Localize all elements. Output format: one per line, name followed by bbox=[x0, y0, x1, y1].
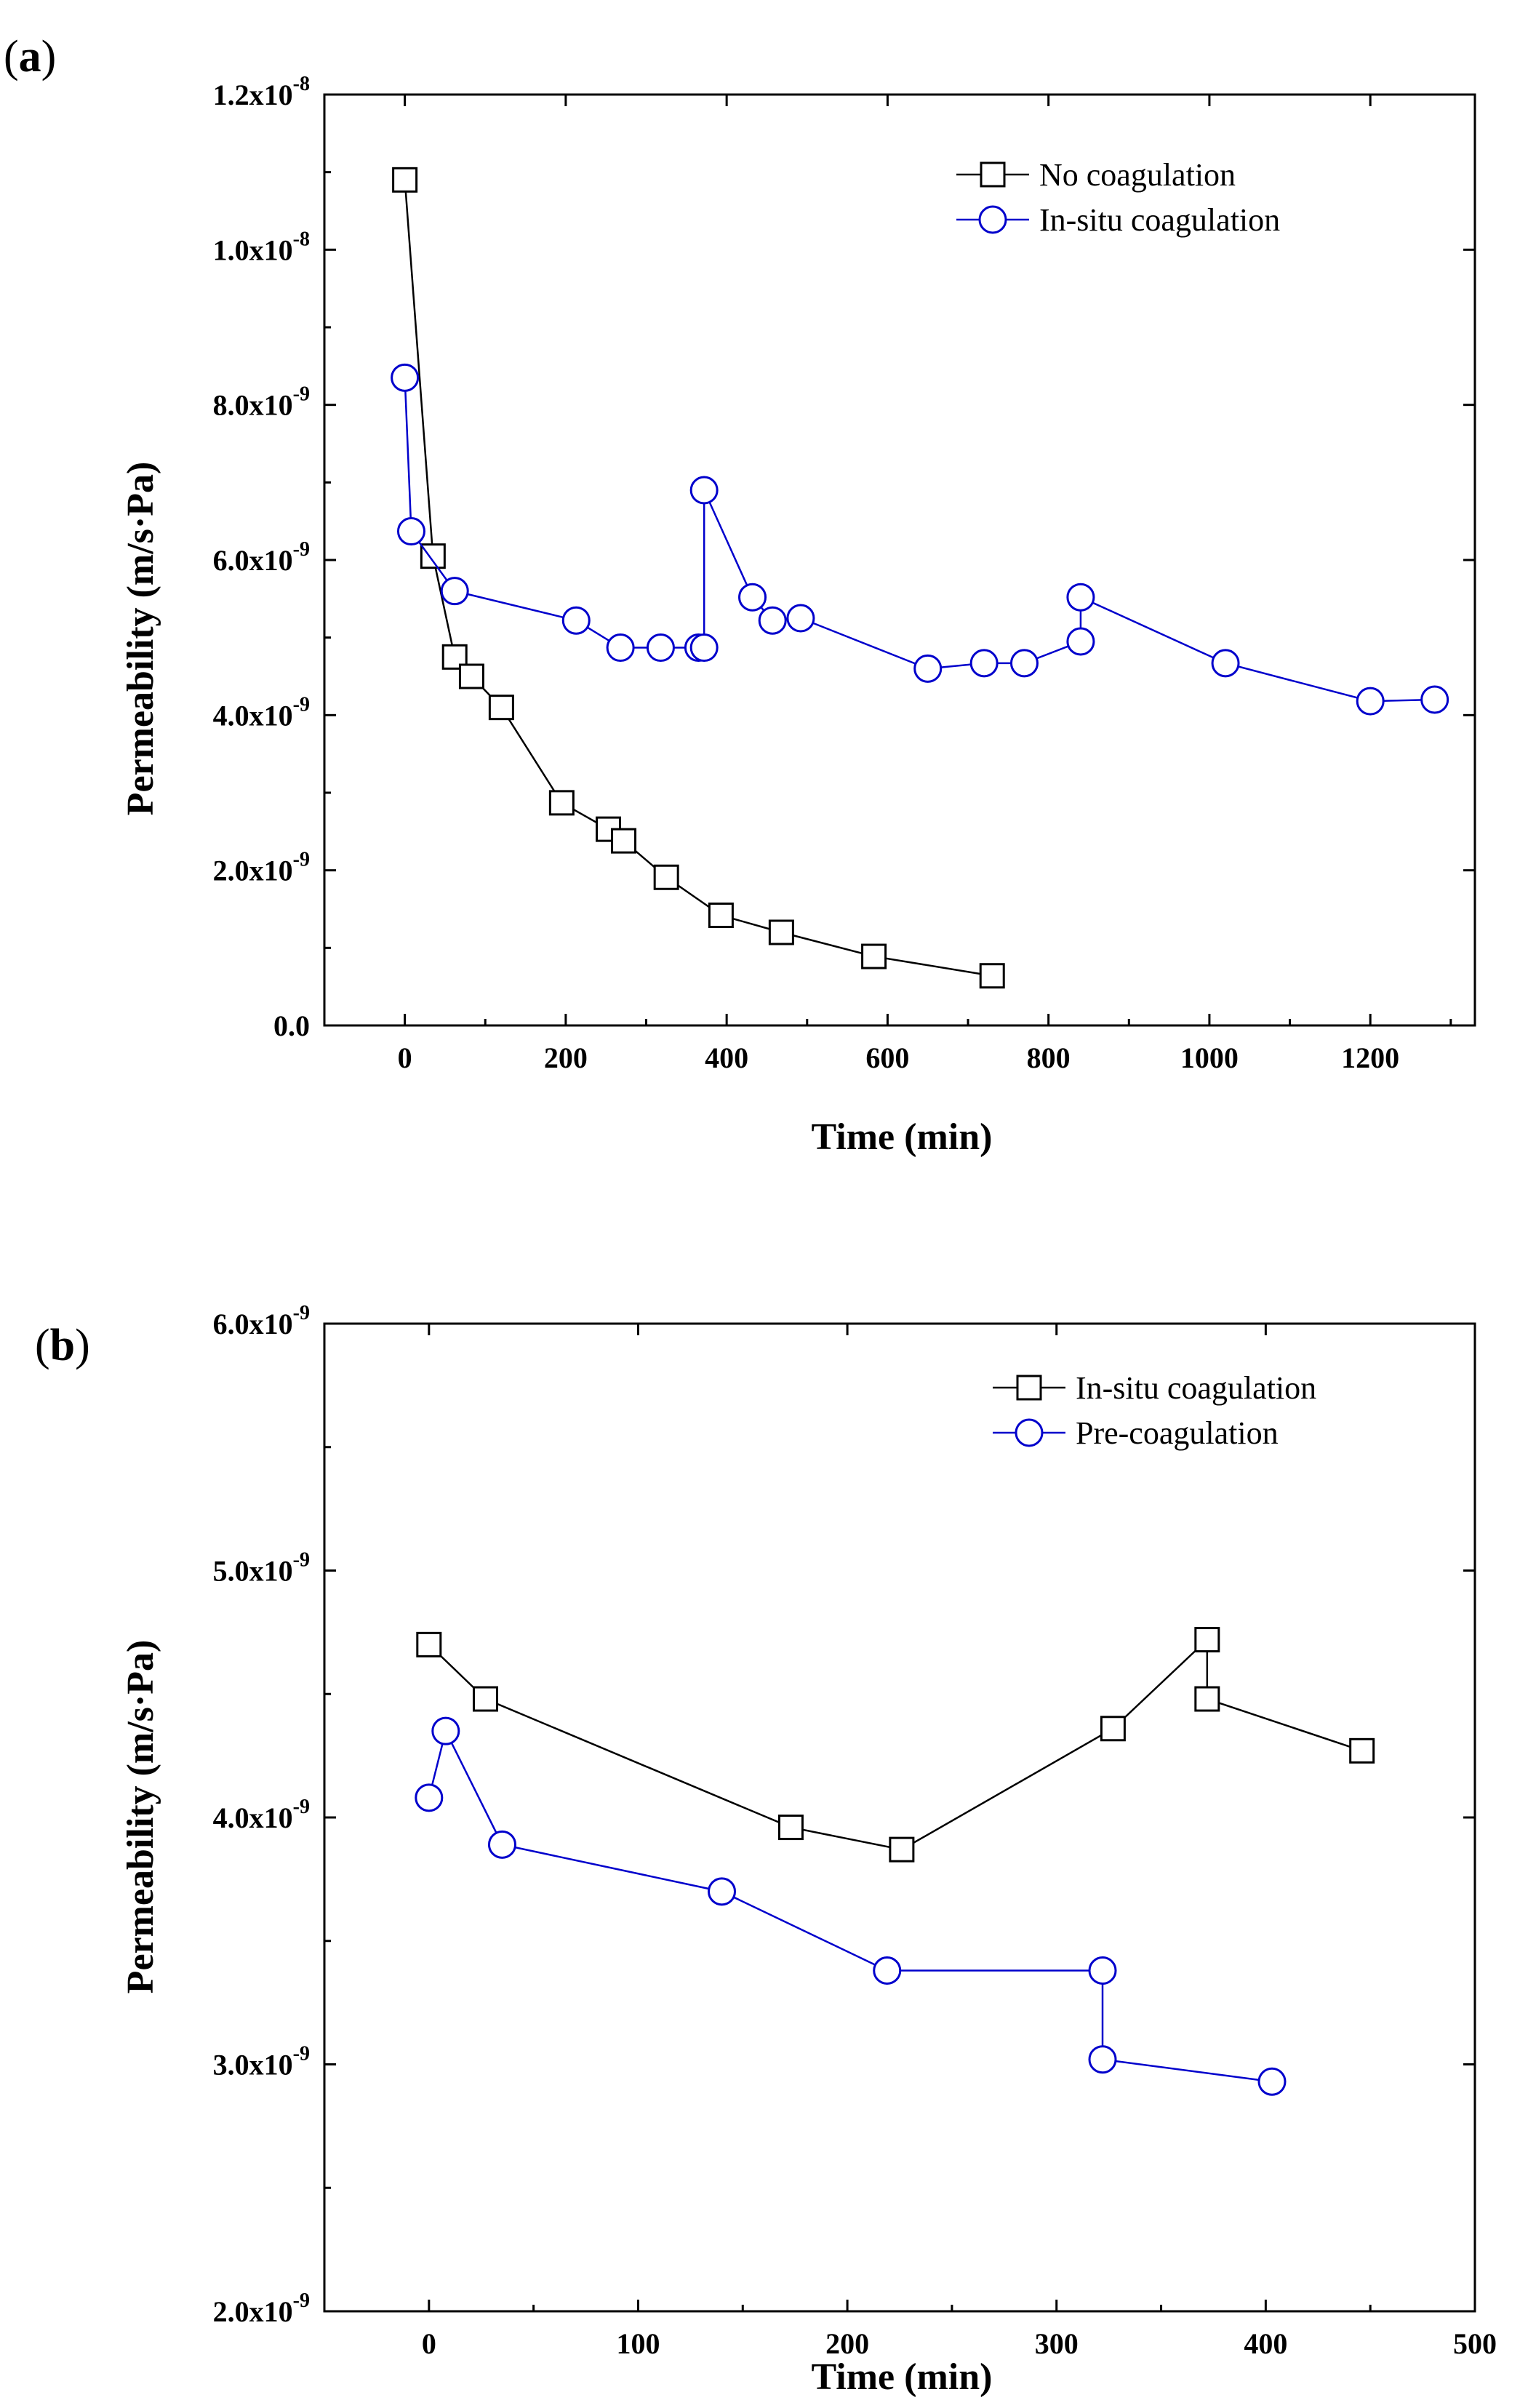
data-point-in-situ-coagulation-b bbox=[889, 1836, 915, 1863]
data-point-in-situ-coagulation-a bbox=[1420, 685, 1449, 714]
data-point-no-coagulation-a bbox=[653, 864, 679, 890]
legend-label-b: Pre-coagulation bbox=[1076, 1415, 1279, 1451]
plot-frame-a bbox=[323, 93, 1476, 1027]
data-point-pre-coagulation-b bbox=[1257, 2067, 1287, 2096]
panel-a-y-axis-title: Permeability (m/s·Pa) bbox=[120, 462, 161, 816]
data-point-in-situ-coagulation-b bbox=[777, 1815, 804, 1841]
data-point-no-coagulation-a bbox=[548, 790, 575, 816]
legend-marker-circle-b bbox=[1015, 1418, 1044, 1447]
data-point-in-situ-coagulation-a bbox=[646, 633, 675, 663]
data-point-in-situ-coagulation-a bbox=[969, 649, 999, 678]
legend-marker-square-b bbox=[1016, 1375, 1042, 1401]
panel-b-plot-area: 0 100 200 300 400 500 2.0x10-9 3.0x10-9 4.0x10-9… bbox=[213, 1302, 1497, 2360]
y-tick-label-a: 8.0x10-9 bbox=[213, 383, 310, 422]
y-tick-label-a: 1.2x10-8 bbox=[213, 73, 310, 111]
legend-marker-square-a bbox=[980, 161, 1006, 188]
data-point-in-situ-coagulation-a bbox=[1066, 583, 1095, 612]
y-tick-label-a: 6.0x10-9 bbox=[213, 538, 310, 577]
data-point-pre-coagulation-b bbox=[487, 1830, 516, 1859]
y-tick-label-b: 6.0x10-9 bbox=[213, 1302, 310, 1340]
y-tick-label-b: 4.0x10-9 bbox=[213, 1796, 310, 1834]
x-tick-label-b: 200 bbox=[825, 2327, 869, 2360]
panel-b-x-axis-title: Time (min) bbox=[812, 2356, 993, 2398]
data-point-in-situ-coagulation-b bbox=[1194, 1686, 1220, 1712]
data-point-in-situ-coagulation-a bbox=[561, 606, 591, 635]
data-point-in-situ-coagulation-a bbox=[1009, 649, 1039, 678]
x-tick-label-b: 400 bbox=[1244, 2327, 1287, 2360]
x-tick-label-b: 500 bbox=[1453, 2327, 1497, 2360]
plot-frame-b bbox=[323, 1322, 1476, 2313]
data-point-in-situ-coagulation-a bbox=[689, 633, 719, 663]
y-tick-label-a: 2.0x10-9 bbox=[213, 849, 310, 887]
series-line-in-situ-coagulation-a bbox=[404, 377, 1435, 703]
legend-label-a: No coagulation bbox=[1039, 157, 1236, 193]
data-point-in-situ-coagulation-b bbox=[1100, 1716, 1126, 1742]
x-tick-label-a: 0 bbox=[398, 1041, 412, 1074]
data-point-pre-coagulation-b bbox=[1088, 2045, 1117, 2074]
y-tick-label-a: 0.0 bbox=[273, 1009, 310, 1042]
data-point-in-situ-coagulation-a bbox=[758, 606, 787, 635]
data-point-in-situ-coagulation-b bbox=[1349, 1737, 1375, 1764]
data-point-in-situ-coagulation-b bbox=[416, 1631, 442, 1657]
data-point-in-situ-coagulation-a bbox=[1066, 627, 1095, 656]
data-point-no-coagulation-a bbox=[420, 543, 446, 569]
data-point-no-coagulation-a bbox=[861, 943, 887, 969]
x-tick-label-b: 300 bbox=[1035, 2327, 1079, 2360]
x-tick-label-b: 0 bbox=[422, 2327, 436, 2360]
data-point-no-coagulation-a bbox=[392, 167, 418, 193]
y-tick-label-b: 3.0x10-9 bbox=[213, 2043, 310, 2081]
data-point-in-situ-coagulation-a bbox=[1356, 687, 1385, 716]
x-tick-label-a: 600 bbox=[865, 1041, 909, 1074]
x-tick-label-a: 1200 bbox=[1341, 1041, 1399, 1074]
data-point-in-situ-coagulation-a bbox=[606, 633, 635, 663]
y-tick-label-a: 1.0x10-8 bbox=[213, 228, 310, 266]
data-point-no-coagulation-a bbox=[458, 663, 484, 689]
series-line-no-coagulation-a bbox=[404, 180, 993, 977]
data-point-no-coagulation-a bbox=[488, 695, 514, 721]
data-point-in-situ-coagulation-a bbox=[440, 577, 469, 606]
legend-marker-circle-a bbox=[978, 205, 1007, 234]
data-point-no-coagulation-a bbox=[611, 828, 637, 854]
panel-b-y-axis-title: Permeability (m/s·Pa) bbox=[120, 1640, 161, 1994]
panel-a-plot-area: 0 200 400 600 800 1000 1200 0.0 2.0x10-9 4.0x10-9… bbox=[213, 73, 1476, 1074]
x-tick-label-b: 100 bbox=[616, 2327, 660, 2360]
data-point-no-coagulation-a bbox=[979, 963, 1005, 989]
series-line-pre-coagulation-b bbox=[428, 1728, 1273, 2083]
data-point-pre-coagulation-b bbox=[708, 1877, 737, 1906]
panel-a-label: (a) bbox=[4, 32, 56, 81]
panel-b-label: (b) bbox=[35, 1321, 90, 1370]
data-point-in-situ-coagulation-a bbox=[1211, 649, 1240, 678]
data-point-in-situ-coagulation-a bbox=[396, 517, 425, 546]
legend-label-a: In-situ coagulation bbox=[1039, 202, 1280, 238]
panel-a-x-axis-title: Time (min) bbox=[812, 1116, 993, 1158]
x-tick-label-a: 400 bbox=[705, 1041, 748, 1074]
chart-panel-b: (b) Permeability (m/s·Pa) Time (min) 0 10… bbox=[35, 1302, 1497, 2398]
x-tick-label-a: 1000 bbox=[1180, 1041, 1239, 1074]
data-point-in-situ-coagulation-a bbox=[913, 654, 943, 683]
y-tick-label-a: 4.0x10-9 bbox=[213, 693, 310, 732]
series-line-in-situ-coagulation-b bbox=[428, 1637, 1363, 1851]
data-point-in-situ-coagulation-a bbox=[786, 604, 815, 633]
data-point-in-situ-coagulation-a bbox=[391, 363, 420, 392]
data-point-pre-coagulation-b bbox=[415, 1783, 444, 1812]
data-point-in-situ-coagulation-a bbox=[689, 476, 719, 505]
x-tick-label-a: 800 bbox=[1027, 1041, 1071, 1074]
y-tick-label-b: 5.0x10-9 bbox=[213, 1549, 310, 1588]
legend-label-b: In-situ coagulation bbox=[1076, 1370, 1316, 1406]
data-point-in-situ-coagulation-a bbox=[738, 583, 767, 612]
data-point-pre-coagulation-b bbox=[1088, 1956, 1117, 1985]
y-tick-label-b: 2.0x10-9 bbox=[213, 2289, 310, 2328]
data-point-pre-coagulation-b bbox=[431, 1716, 460, 1745]
data-point-pre-coagulation-b bbox=[873, 1956, 902, 1985]
x-tick-label-a: 200 bbox=[544, 1041, 588, 1074]
data-point-in-situ-coagulation-b bbox=[472, 1686, 498, 1712]
data-point-in-situ-coagulation-b bbox=[1194, 1627, 1220, 1653]
data-point-no-coagulation-a bbox=[708, 903, 734, 929]
data-point-no-coagulation-a bbox=[768, 919, 794, 945]
chart-panel-a: (a) Permeability (m/s·Pa) Time (min) 0 20… bbox=[4, 32, 1476, 1158]
